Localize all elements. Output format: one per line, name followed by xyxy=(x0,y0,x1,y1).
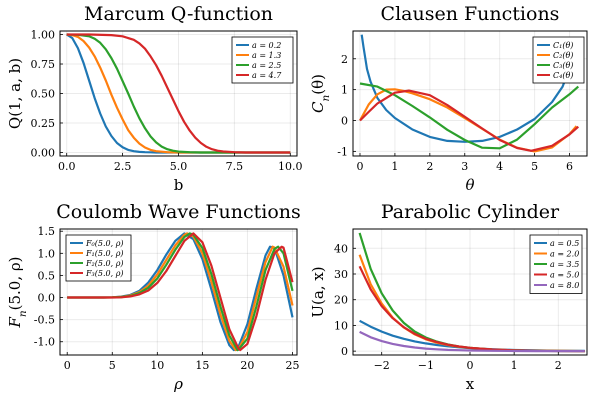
x-tick-label: −2 xyxy=(374,359,390,372)
chart-title: Clausen Functions xyxy=(381,3,560,25)
legend-label-3: a = 2.5 xyxy=(252,61,281,70)
x-axis-label: ρ xyxy=(173,375,183,393)
series-line-4 xyxy=(66,33,291,154)
chart-title: Coulomb Wave Functions xyxy=(56,201,301,223)
legend-label-2: C₂(θ) xyxy=(553,51,573,60)
y-tick-label: 0.0 xyxy=(38,292,56,305)
x-tick-label: 1 xyxy=(391,160,398,173)
legend-label-4: C₄(θ) xyxy=(553,71,573,80)
x-tick-label: 2 xyxy=(426,160,433,173)
series-line-4 xyxy=(359,89,580,152)
legend-label-1: a = 0.5 xyxy=(550,239,579,248)
series-line-1 xyxy=(360,34,578,143)
plot-frame xyxy=(59,228,298,356)
chart-title: Parabolic Cylinder xyxy=(381,201,560,223)
x-tick-label: 5 xyxy=(109,359,116,372)
x-tick-label: 15 xyxy=(195,359,209,372)
y-tick-label: 10 xyxy=(334,319,348,332)
y-tick-label: 20 xyxy=(334,294,348,307)
x-tick-label: 3 xyxy=(461,160,468,173)
series-line-5 xyxy=(359,330,585,353)
x-tick-label: 4 xyxy=(496,160,503,173)
x-tick-label: 1 xyxy=(511,359,518,372)
series-line-2 xyxy=(66,33,291,154)
series-line-4 xyxy=(67,232,294,352)
x-tick-label: 2 xyxy=(555,359,562,372)
chart-panel-2: 0 1 2 3 4 5 6 -1 0 1 2 Clausen Functions θ Cn(θ) C₁(θ)… xyxy=(309,3,588,194)
x-tick-label: 0 xyxy=(64,359,71,372)
y-tick-label: 0.00 xyxy=(31,146,56,159)
y-tick-label: -1.0 xyxy=(34,336,55,349)
x-axis-label: x xyxy=(466,375,475,393)
y-tick-label: 1 xyxy=(341,84,348,97)
y-axis-label: U(a, x) xyxy=(309,266,327,317)
y-tick-label: 1.5 xyxy=(38,225,56,238)
y-tick-label: 30 xyxy=(334,268,348,281)
series-line-3 xyxy=(66,33,291,154)
legend-label-4: F₃(5.0, ρ) xyxy=(85,269,124,278)
x-axis-label: b xyxy=(174,176,184,194)
legend-label-2: F₁(5.0, ρ) xyxy=(85,249,124,258)
legend-label-2: a = 1.3 xyxy=(252,51,281,60)
y-tick-label: -0.5 xyxy=(34,314,55,327)
plot-frame xyxy=(352,30,588,157)
x-tick-label: 2.5 xyxy=(114,160,132,173)
x-tick-label: 20 xyxy=(240,359,254,372)
legend: a = 0.5 a = 2.0a = 3.5 a = 5.0a = 8.0 xyxy=(529,234,583,294)
legend: a = 0.2a = 1.3a = 2.5a = 4.7 xyxy=(231,36,294,84)
x-tick-label: 7.5 xyxy=(226,160,244,173)
legend-label-1: F₀(5.0, ρ) xyxy=(85,239,124,248)
x-tick-label: 6 xyxy=(566,160,573,173)
chart-panel-1: 0.0 2.5 5.0 7.5 10.0 0.00 0.25 0.50 0.75 1.00 Marc… xyxy=(6,3,303,194)
x-tick-label: 10 xyxy=(150,359,164,372)
y-tick-label: 0 xyxy=(341,115,348,128)
y-tick-label: 0.25 xyxy=(31,117,56,130)
legend: C₁(θ)C₂(θ)C₃(θ)C₄(θ) xyxy=(532,36,585,84)
legend-label-3: C₃(θ) xyxy=(553,61,573,70)
x-tick-label: 0 xyxy=(467,359,474,372)
chart-title: Marcum Q-function xyxy=(84,3,273,25)
y-tick-label: 1.0 xyxy=(38,247,56,260)
x-tick-label: 25 xyxy=(285,359,299,372)
y-tick-label: 0.5 xyxy=(38,269,56,282)
y-axis-label: Fn(5.0, ρ) xyxy=(6,256,29,328)
x-tick-label: −1 xyxy=(418,359,434,372)
series-line-2 xyxy=(359,88,578,153)
x-tick-label: 5 xyxy=(531,160,538,173)
x-tick-label: 0 xyxy=(356,160,363,173)
y-axis-label: Q(1, a, b) xyxy=(6,58,24,129)
legend-label-3: a = 3.5 xyxy=(550,260,579,269)
legend-label-4: a = 4.7 xyxy=(252,71,282,80)
y-tick-label: 2 xyxy=(341,53,348,66)
legend-label-3: F₂(5.0, ρ) xyxy=(85,259,124,268)
y-axis-label: Cn(θ) xyxy=(309,74,332,113)
legend-label-4: a = 5.0 xyxy=(550,271,579,280)
x-tick-label: 0.0 xyxy=(58,160,76,173)
y-tick-label: 40 xyxy=(334,242,348,255)
legend-label-1: C₁(θ) xyxy=(553,41,573,50)
legend-label-5: a = 8.0 xyxy=(550,281,579,290)
y-tick-label: 0.75 xyxy=(31,58,56,71)
y-tick-label: 0.50 xyxy=(31,88,56,101)
legend-label-1: a = 0.2 xyxy=(252,41,281,50)
x-tick-label: 10.0 xyxy=(278,160,303,173)
legend-label-2: a = 2.0 xyxy=(550,250,579,259)
x-tick-label: 5.0 xyxy=(170,160,188,173)
x-axis-label: θ xyxy=(465,176,474,194)
y-tick-label: 1.00 xyxy=(31,29,56,42)
y-tick-label: -1 xyxy=(337,145,348,158)
y-tick-label: 0 xyxy=(341,345,348,358)
series-line-3 xyxy=(359,82,580,150)
legend: F₀(5.0, ρ)F₁(5.0, ρ)F₂(5.0, ρ)F₃(5.0, ρ) xyxy=(65,234,132,282)
